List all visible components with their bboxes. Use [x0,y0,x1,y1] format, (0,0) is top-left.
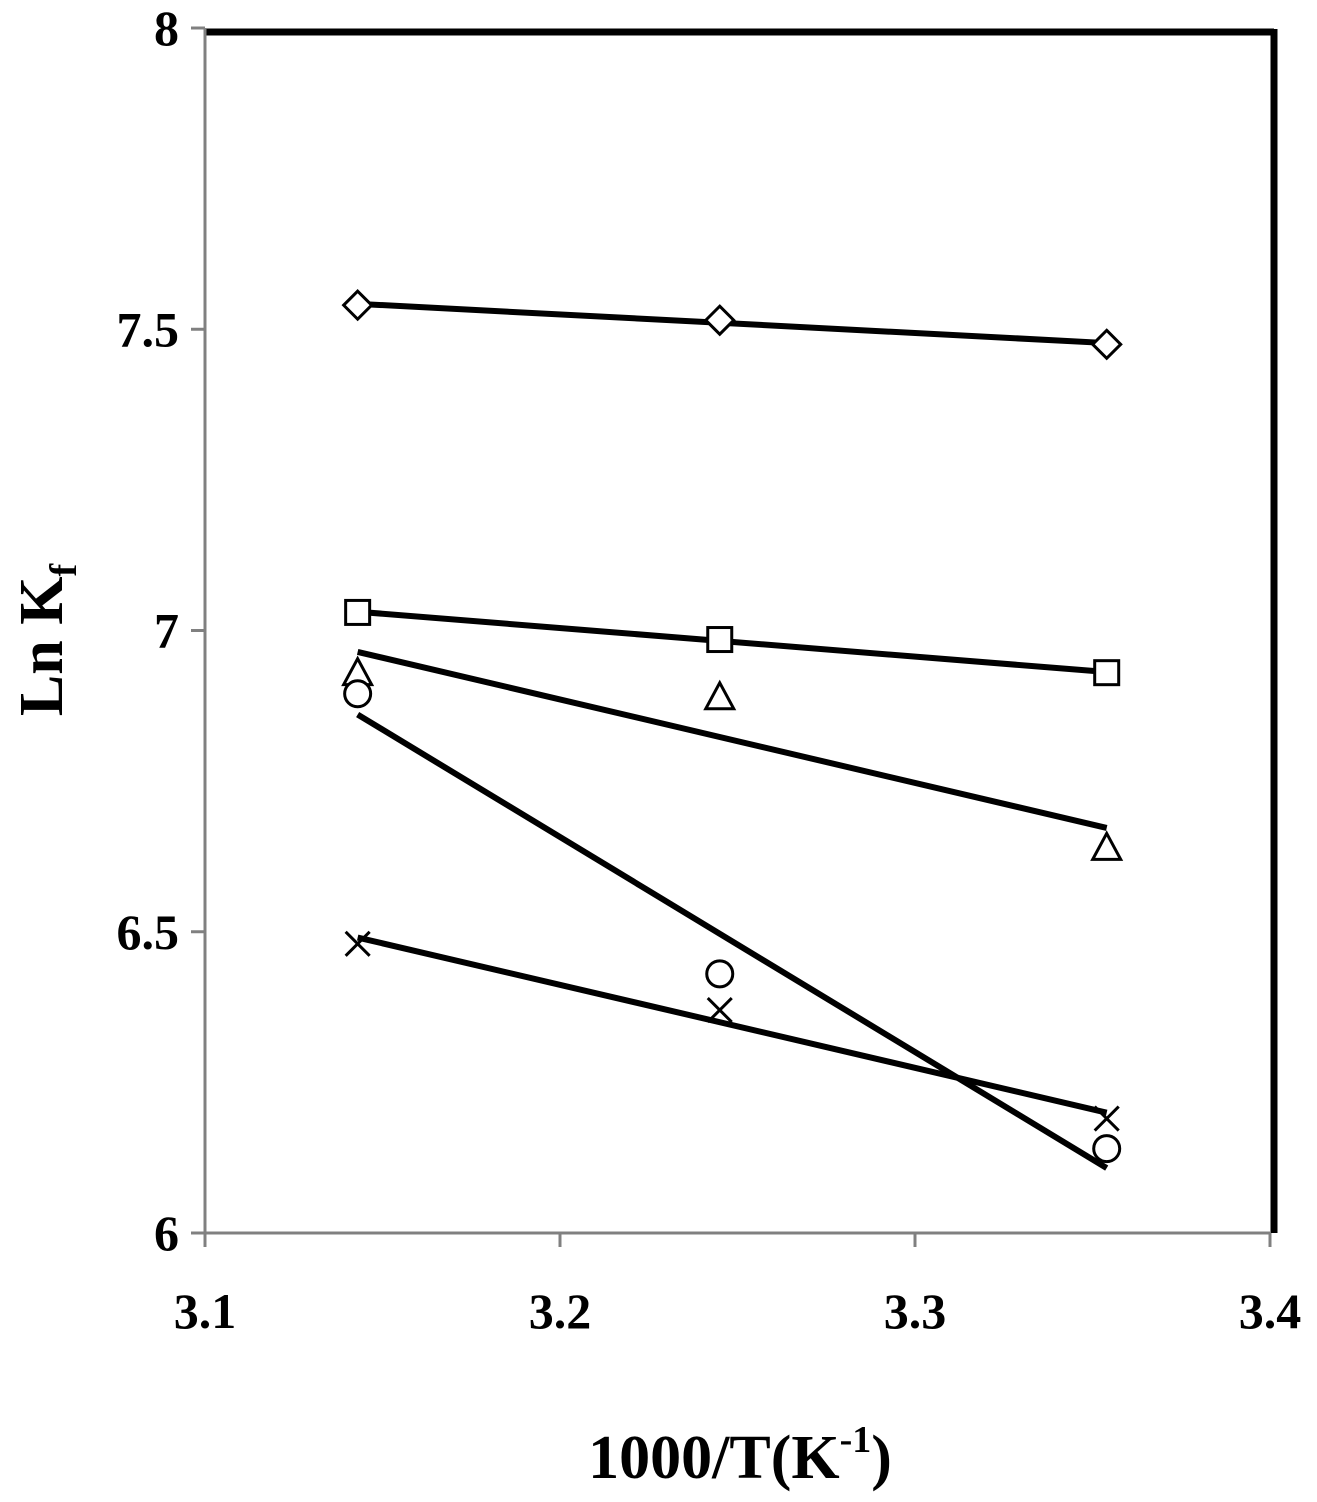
marker [1092,1134,1122,1164]
marker [1090,830,1124,861]
marker [706,626,734,654]
x-axis-label-end: ) [871,1424,892,1492]
trend-line [356,934,1108,1116]
y-tick-label: 7.5 [117,301,180,357]
y-axis-label-main: Ln K [8,577,76,717]
x-axis-label-sup: -1 [840,1419,872,1461]
y-axis-label-sub: f [43,563,85,577]
marker [706,997,733,1024]
x-tick-label: 3.3 [884,1283,947,1339]
marker [703,679,737,711]
marker [341,289,374,322]
trend-line [356,648,1108,831]
y-axis-label: Ln Kf [8,563,85,717]
x-tick-label: 3.2 [529,1283,592,1339]
y-tick-label: 6.5 [117,904,180,960]
y-tick-label: 8 [154,0,179,56]
x-tick-label: 3.1 [174,1283,237,1339]
x-axis-label: 1000/T(K-1) [588,1419,892,1492]
x-axis-label-main: 1000/T(K [588,1424,839,1492]
y-tick-label: 7 [154,603,179,659]
marker [344,598,372,626]
marker [705,959,735,989]
x-tick-label: 3.4 [1239,1283,1302,1339]
marker [703,304,736,337]
trend-line [356,711,1109,1171]
marker [1093,1105,1120,1132]
y-tick-label: 6 [154,1205,179,1261]
marker [344,930,371,957]
marker [343,679,373,709]
marker [1093,659,1121,687]
marker [1090,328,1123,361]
